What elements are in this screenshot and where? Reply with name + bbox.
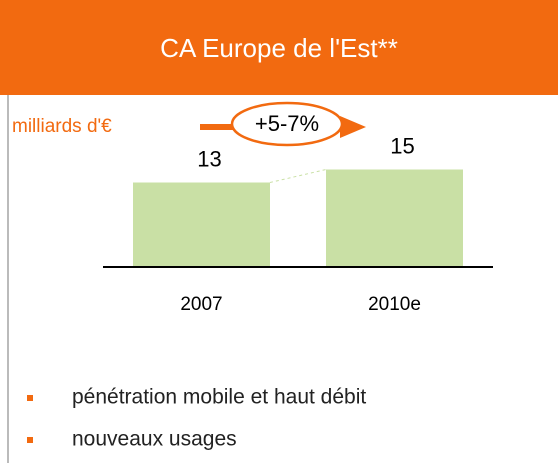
annotation-ellipse: [230, 101, 344, 147]
x-tick-label: 2010e: [368, 294, 421, 315]
bullet-text: nouveaux usages: [72, 428, 237, 451]
annotation: +5-7%: [255, 111, 319, 136]
x-tick-label: 2007: [180, 294, 222, 315]
header-band: [0, 0, 558, 95]
chart-title: CA Europe de l'Est**: [160, 33, 398, 63]
data-label: 13: [197, 146, 221, 171]
data-label: 15: [390, 133, 414, 158]
y-axis-label: milliards d'€: [12, 116, 112, 137]
arrow-head: [340, 116, 366, 138]
trend-line: [269, 169, 327, 183]
bullet-marker: [27, 437, 33, 443]
bar: [326, 169, 463, 267]
bullet-marker: [27, 395, 33, 401]
bar: [133, 182, 270, 267]
bullet-text: pénétration mobile et haut débit: [72, 386, 366, 409]
